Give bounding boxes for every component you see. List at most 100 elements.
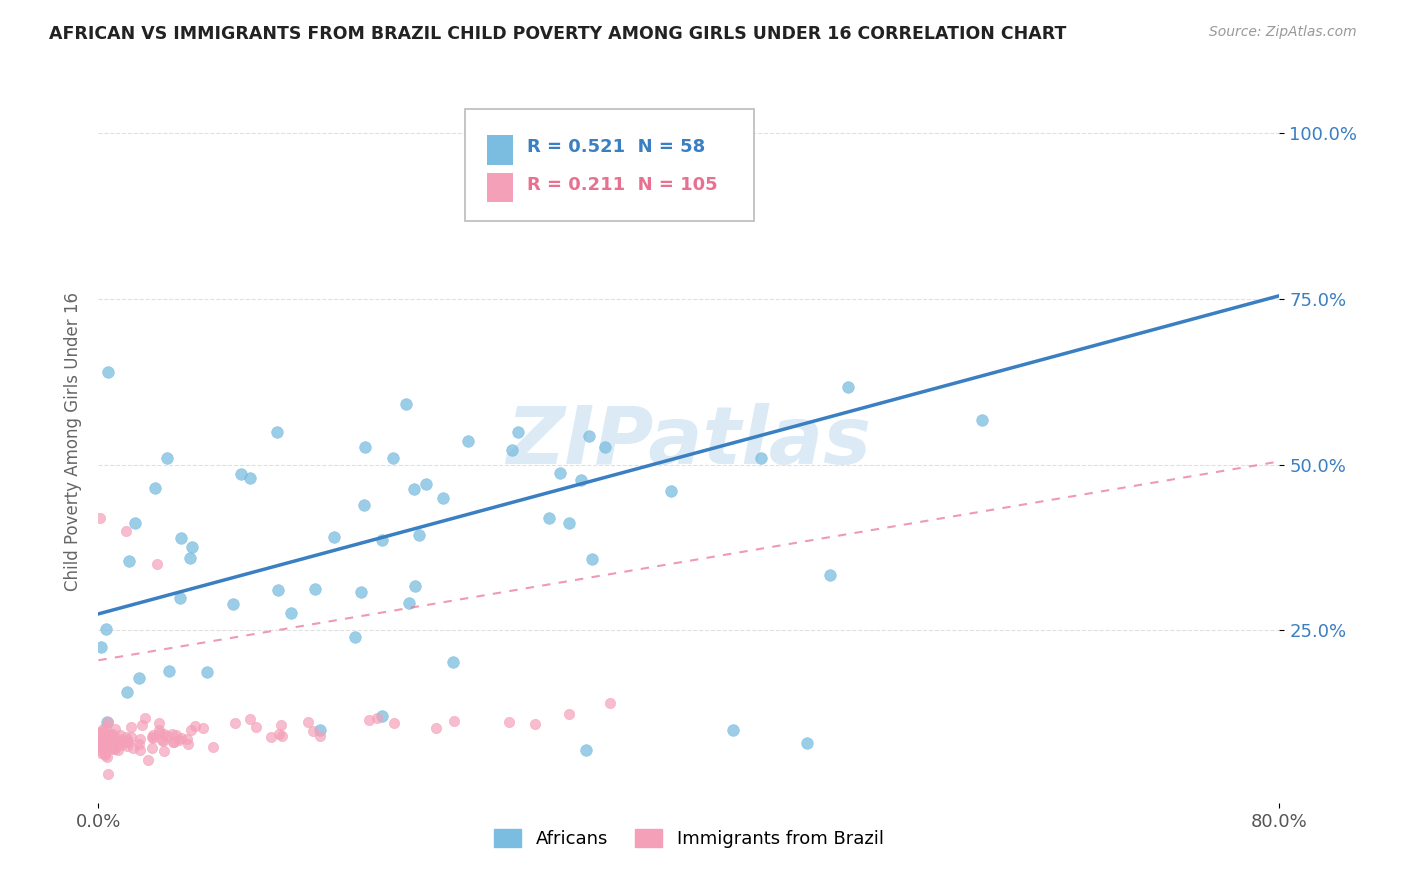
Point <box>89 726 111 740</box>
Point <box>266 425 288 439</box>
Bar <box>486 136 513 165</box>
Point <box>309 729 332 743</box>
Point <box>98 728 121 742</box>
Point <box>222 597 245 611</box>
Point <box>104 733 127 747</box>
Point <box>91 728 114 742</box>
Point <box>128 671 150 685</box>
Point <box>97 728 120 742</box>
Point <box>131 718 153 732</box>
Point <box>110 739 132 753</box>
Point <box>115 524 138 538</box>
Point <box>269 727 291 741</box>
Text: ZIPatlas: ZIPatlas <box>506 402 872 481</box>
Point <box>309 723 332 737</box>
Point <box>191 721 214 735</box>
Point <box>94 741 117 756</box>
Point <box>599 696 621 710</box>
Point <box>425 721 447 735</box>
Point <box>818 568 841 582</box>
Point <box>128 732 150 747</box>
Point <box>280 606 302 620</box>
Point <box>124 516 146 530</box>
Point <box>350 585 373 599</box>
Bar <box>486 173 513 202</box>
Point <box>104 723 127 737</box>
Point <box>122 740 145 755</box>
Point <box>270 717 292 731</box>
Point <box>297 714 319 729</box>
Point <box>89 735 111 749</box>
Point <box>523 717 546 731</box>
Point <box>90 746 112 760</box>
Point <box>245 719 267 733</box>
Point <box>136 753 159 767</box>
Point <box>359 714 381 728</box>
Point <box>100 731 122 746</box>
Point <box>97 767 120 781</box>
Point <box>366 711 388 725</box>
Point <box>115 739 138 754</box>
Point <box>89 731 111 746</box>
Point <box>538 510 561 524</box>
Point <box>87 738 110 752</box>
Point <box>575 743 598 757</box>
Point <box>91 723 114 737</box>
Point <box>117 735 139 749</box>
Point <box>169 531 191 545</box>
Point <box>155 451 177 466</box>
Point <box>381 451 404 466</box>
Point <box>224 716 246 731</box>
Point <box>91 740 114 755</box>
Point <box>148 716 170 731</box>
Point <box>457 434 479 448</box>
Point <box>343 630 366 644</box>
Point <box>153 744 176 758</box>
Point <box>181 540 204 554</box>
Point <box>142 728 165 742</box>
Point <box>104 742 127 756</box>
Point <box>501 442 523 457</box>
Point <box>195 665 218 680</box>
Point <box>370 709 392 723</box>
Point <box>432 491 454 505</box>
Point <box>110 734 132 748</box>
Point <box>749 451 772 466</box>
Point <box>108 728 131 742</box>
Point <box>153 726 176 740</box>
Point <box>89 725 111 739</box>
Point <box>101 727 124 741</box>
Point <box>548 466 571 480</box>
Point <box>152 734 174 748</box>
Point <box>659 483 682 498</box>
Point <box>143 481 166 495</box>
Text: R = 0.211  N = 105: R = 0.211 N = 105 <box>527 176 717 194</box>
Point <box>142 731 165 746</box>
Point <box>150 732 173 747</box>
Point <box>353 498 375 512</box>
Point <box>578 428 600 442</box>
Point <box>120 730 142 744</box>
Point <box>167 733 190 747</box>
Point <box>107 742 129 756</box>
Point <box>93 736 115 750</box>
Point <box>107 736 129 750</box>
Point <box>98 734 121 748</box>
Point <box>97 365 120 379</box>
Point <box>723 723 745 737</box>
Point <box>96 750 118 764</box>
Point <box>93 726 115 740</box>
Point <box>97 714 120 729</box>
Point <box>160 727 183 741</box>
Point <box>353 440 375 454</box>
Text: Source: ZipAtlas.com: Source: ZipAtlas.com <box>1209 25 1357 39</box>
Point <box>170 731 193 745</box>
Point <box>115 733 138 747</box>
Point <box>128 737 150 751</box>
Point <box>382 716 405 731</box>
Text: R = 0.521  N = 58: R = 0.521 N = 58 <box>527 138 706 156</box>
Point <box>201 739 224 754</box>
Point <box>87 736 110 750</box>
Point <box>89 743 111 757</box>
Point <box>260 730 283 744</box>
